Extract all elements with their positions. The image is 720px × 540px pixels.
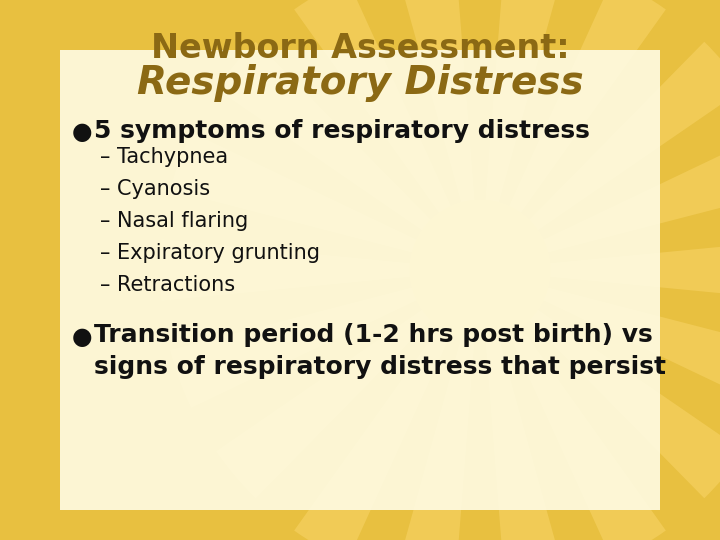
Wedge shape [160,239,426,301]
Wedge shape [395,323,476,540]
Text: ●: ● [72,325,93,349]
Text: Respiratory Distress: Respiratory Distress [137,64,583,102]
Wedge shape [503,0,666,225]
Wedge shape [485,323,565,540]
Text: 5 symptoms of respiratory distress: 5 symptoms of respiratory distress [94,119,590,143]
Text: signs of respiratory distress that persist: signs of respiratory distress that persi… [94,355,666,379]
Wedge shape [518,301,720,498]
Text: – Cyanosis: – Cyanosis [100,179,210,199]
Text: – Retractions: – Retractions [100,275,235,295]
Wedge shape [503,315,666,540]
Text: Transition period (1-2 hrs post birth) vs: Transition period (1-2 hrs post birth) v… [94,323,653,347]
Text: – Tachypnea: – Tachypnea [100,147,228,167]
Wedge shape [216,42,441,239]
Wedge shape [518,42,720,239]
Text: Newborn Assessment:: Newborn Assessment: [150,32,570,65]
Wedge shape [395,0,476,217]
Wedge shape [530,284,720,408]
Wedge shape [294,0,457,225]
Wedge shape [170,132,431,256]
Wedge shape [170,284,431,408]
FancyBboxPatch shape [60,50,660,510]
Circle shape [410,200,550,340]
Wedge shape [216,301,441,498]
Text: – Expiratory grunting: – Expiratory grunting [100,243,320,263]
Wedge shape [530,132,720,256]
Wedge shape [294,315,457,540]
Wedge shape [535,239,720,301]
Text: – Nasal flaring: – Nasal flaring [100,211,248,231]
Text: ●: ● [72,120,93,144]
Wedge shape [485,0,565,217]
